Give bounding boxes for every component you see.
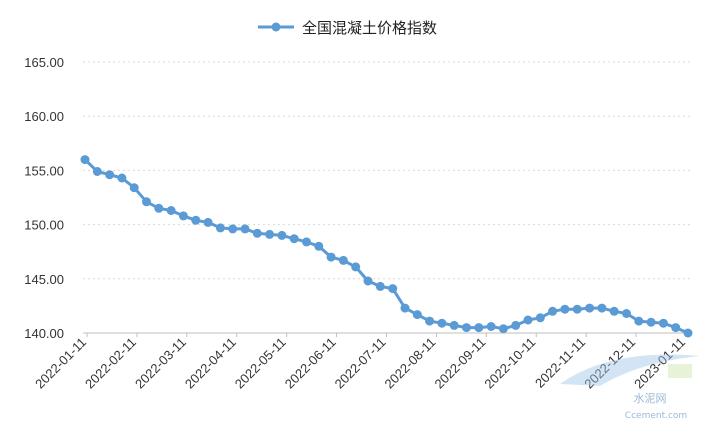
x-tick-label: 2022-09-11 bbox=[431, 335, 488, 392]
x-tick-label: 2022-10-11 bbox=[481, 335, 538, 392]
data-point bbox=[609, 306, 619, 316]
watermark-site-text: Ccement.com bbox=[625, 411, 687, 421]
data-point bbox=[191, 215, 201, 225]
data-point bbox=[277, 230, 287, 240]
x-tick-label: 2022-05-11 bbox=[232, 335, 289, 392]
data-point bbox=[215, 223, 225, 233]
legend-point-marker bbox=[271, 22, 281, 32]
data-point bbox=[560, 304, 570, 314]
data-point bbox=[265, 229, 275, 239]
y-tick-label: 140.00 bbox=[24, 326, 64, 341]
x-tick-label: 2022-02-11 bbox=[82, 335, 139, 392]
data-point bbox=[203, 217, 213, 227]
y-grid-lines bbox=[83, 61, 690, 280]
data-point bbox=[474, 323, 484, 333]
data-point bbox=[671, 323, 681, 333]
y-tick-label: 160.00 bbox=[24, 109, 64, 124]
data-point bbox=[548, 306, 558, 316]
data-point bbox=[388, 284, 398, 294]
watermark-bar-icon bbox=[668, 364, 692, 378]
data-point bbox=[338, 255, 348, 265]
data-point bbox=[658, 318, 668, 328]
data-point bbox=[142, 197, 151, 207]
x-tick-label: 2022-01-11 bbox=[32, 335, 89, 392]
data-point bbox=[634, 316, 644, 326]
data-point bbox=[486, 322, 496, 331]
x-tick-label: 2022-03-11 bbox=[132, 335, 189, 392]
data-point bbox=[597, 303, 607, 313]
data-point bbox=[363, 276, 373, 286]
data-point bbox=[449, 320, 459, 330]
data-point bbox=[511, 320, 521, 330]
series-points-group bbox=[80, 155, 693, 338]
chart-legend: 全国混凝土价格指数 bbox=[258, 19, 437, 37]
data-point bbox=[425, 316, 435, 326]
data-point bbox=[437, 318, 447, 328]
data-point bbox=[400, 303, 410, 313]
data-point bbox=[314, 241, 324, 251]
watermark-logo: 水泥网 Ccement.com bbox=[560, 354, 700, 421]
data-point bbox=[117, 173, 127, 183]
legend-series-label: 全国混凝土价格指数 bbox=[302, 19, 437, 37]
x-tick-label: 2022-07-11 bbox=[332, 335, 389, 392]
data-point bbox=[375, 281, 385, 291]
data-point bbox=[351, 262, 361, 272]
data-point bbox=[289, 234, 299, 244]
data-point bbox=[105, 170, 115, 180]
data-point bbox=[302, 237, 311, 247]
data-point bbox=[80, 155, 90, 165]
data-point bbox=[585, 303, 595, 313]
data-point bbox=[412, 310, 422, 320]
data-point bbox=[646, 317, 656, 327]
watermark-logo-text: 水泥网 bbox=[634, 392, 667, 405]
data-point bbox=[166, 206, 176, 215]
data-point bbox=[622, 309, 631, 318]
x-tick-label: 2022-08-11 bbox=[382, 335, 439, 392]
data-point bbox=[462, 323, 471, 333]
data-point bbox=[523, 315, 533, 325]
data-point bbox=[252, 228, 262, 238]
data-point bbox=[129, 183, 139, 193]
data-point bbox=[240, 224, 250, 234]
data-point bbox=[154, 203, 164, 213]
data-point bbox=[178, 211, 188, 221]
data-point bbox=[683, 328, 693, 338]
y-tick-label: 165.00 bbox=[24, 55, 64, 70]
y-axis-tick-labels: 140.00 145.00 150.00 155.00 160.00 165.00 bbox=[24, 55, 64, 341]
y-tick-label: 150.00 bbox=[24, 218, 64, 233]
data-point bbox=[228, 224, 238, 234]
x-tick-label: 2022-04-11 bbox=[182, 335, 239, 392]
y-tick-label: 145.00 bbox=[24, 272, 64, 287]
watermark-swoosh-icon bbox=[560, 354, 700, 386]
data-point bbox=[498, 324, 508, 334]
y-tick-label: 155.00 bbox=[24, 163, 64, 178]
data-point bbox=[572, 304, 582, 314]
data-point bbox=[92, 167, 102, 176]
data-point bbox=[326, 252, 336, 262]
data-point bbox=[535, 313, 545, 323]
x-tick-label: 2022-06-11 bbox=[282, 335, 339, 392]
